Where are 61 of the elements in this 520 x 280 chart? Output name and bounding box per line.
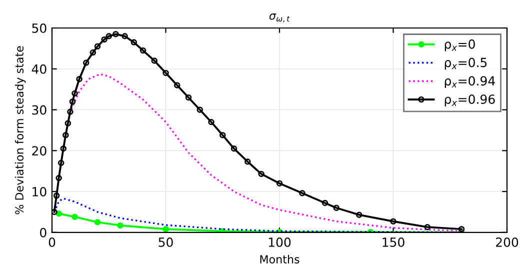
point (333, 204, 340, 211)
y-tick-label: 30 (32, 105, 46, 115)
point (390, 218, 396, 224)
point (58, 160, 64, 166)
legend-label: ρ$_{x}$=0.5 (444, 58, 487, 70)
point (140, 47, 146, 54)
x-tick-label: 50 (158, 237, 173, 247)
point (112, 31, 119, 38)
point (94, 43, 101, 50)
point (208, 118, 214, 126)
point (244, 158, 251, 165)
point (276, 180, 283, 186)
point (67, 108, 74, 115)
chart-title: σ$_{ω,t}$ (269, 14, 290, 22)
point (56, 210, 62, 217)
y-tick-label: 20 (32, 146, 46, 156)
point (56, 174, 62, 182)
y-axis-title: % Deviation form steady state (14, 46, 26, 214)
legend-label: ρ$_{x}$=0.94 (444, 76, 495, 88)
point (174, 82, 180, 88)
point (220, 132, 226, 138)
point (151, 58, 158, 64)
point (196, 106, 203, 113)
point (162, 70, 169, 76)
x-tick-label: 0 (48, 237, 56, 247)
point (101, 36, 108, 43)
point (424, 224, 430, 230)
point (299, 190, 306, 196)
point (185, 94, 192, 101)
point (72, 90, 78, 97)
point (230, 145, 238, 152)
point (76, 76, 82, 82)
point (94, 219, 101, 226)
legend-label: ρ$_{x}$=0.96 (444, 94, 495, 106)
y-tick-label: 10 (32, 186, 46, 196)
point (130, 39, 138, 46)
x-tick-label: 150 (382, 237, 404, 247)
x-tick-label: 200 (496, 237, 518, 247)
point (69, 98, 76, 105)
point (162, 226, 169, 232)
point (106, 33, 112, 40)
y-tick-label: 50 (32, 23, 46, 33)
point (53, 192, 60, 199)
point (64, 120, 72, 126)
point (322, 200, 328, 206)
point (52, 208, 58, 216)
legend-label: ρ$_{x}$=0 (444, 39, 475, 52)
point (258, 170, 264, 178)
y-tick-label: 40 (32, 64, 46, 74)
point (72, 214, 78, 220)
point (62, 132, 69, 138)
y-tick-label: 0 (40, 228, 46, 238)
x-tick-label: 100 (268, 237, 291, 247)
point (458, 226, 465, 232)
point (356, 212, 362, 218)
point (122, 33, 128, 40)
point (117, 222, 124, 229)
point (83, 60, 90, 66)
x-axis-title: Months (260, 254, 300, 264)
point (60, 145, 66, 152)
point (90, 49, 96, 56)
